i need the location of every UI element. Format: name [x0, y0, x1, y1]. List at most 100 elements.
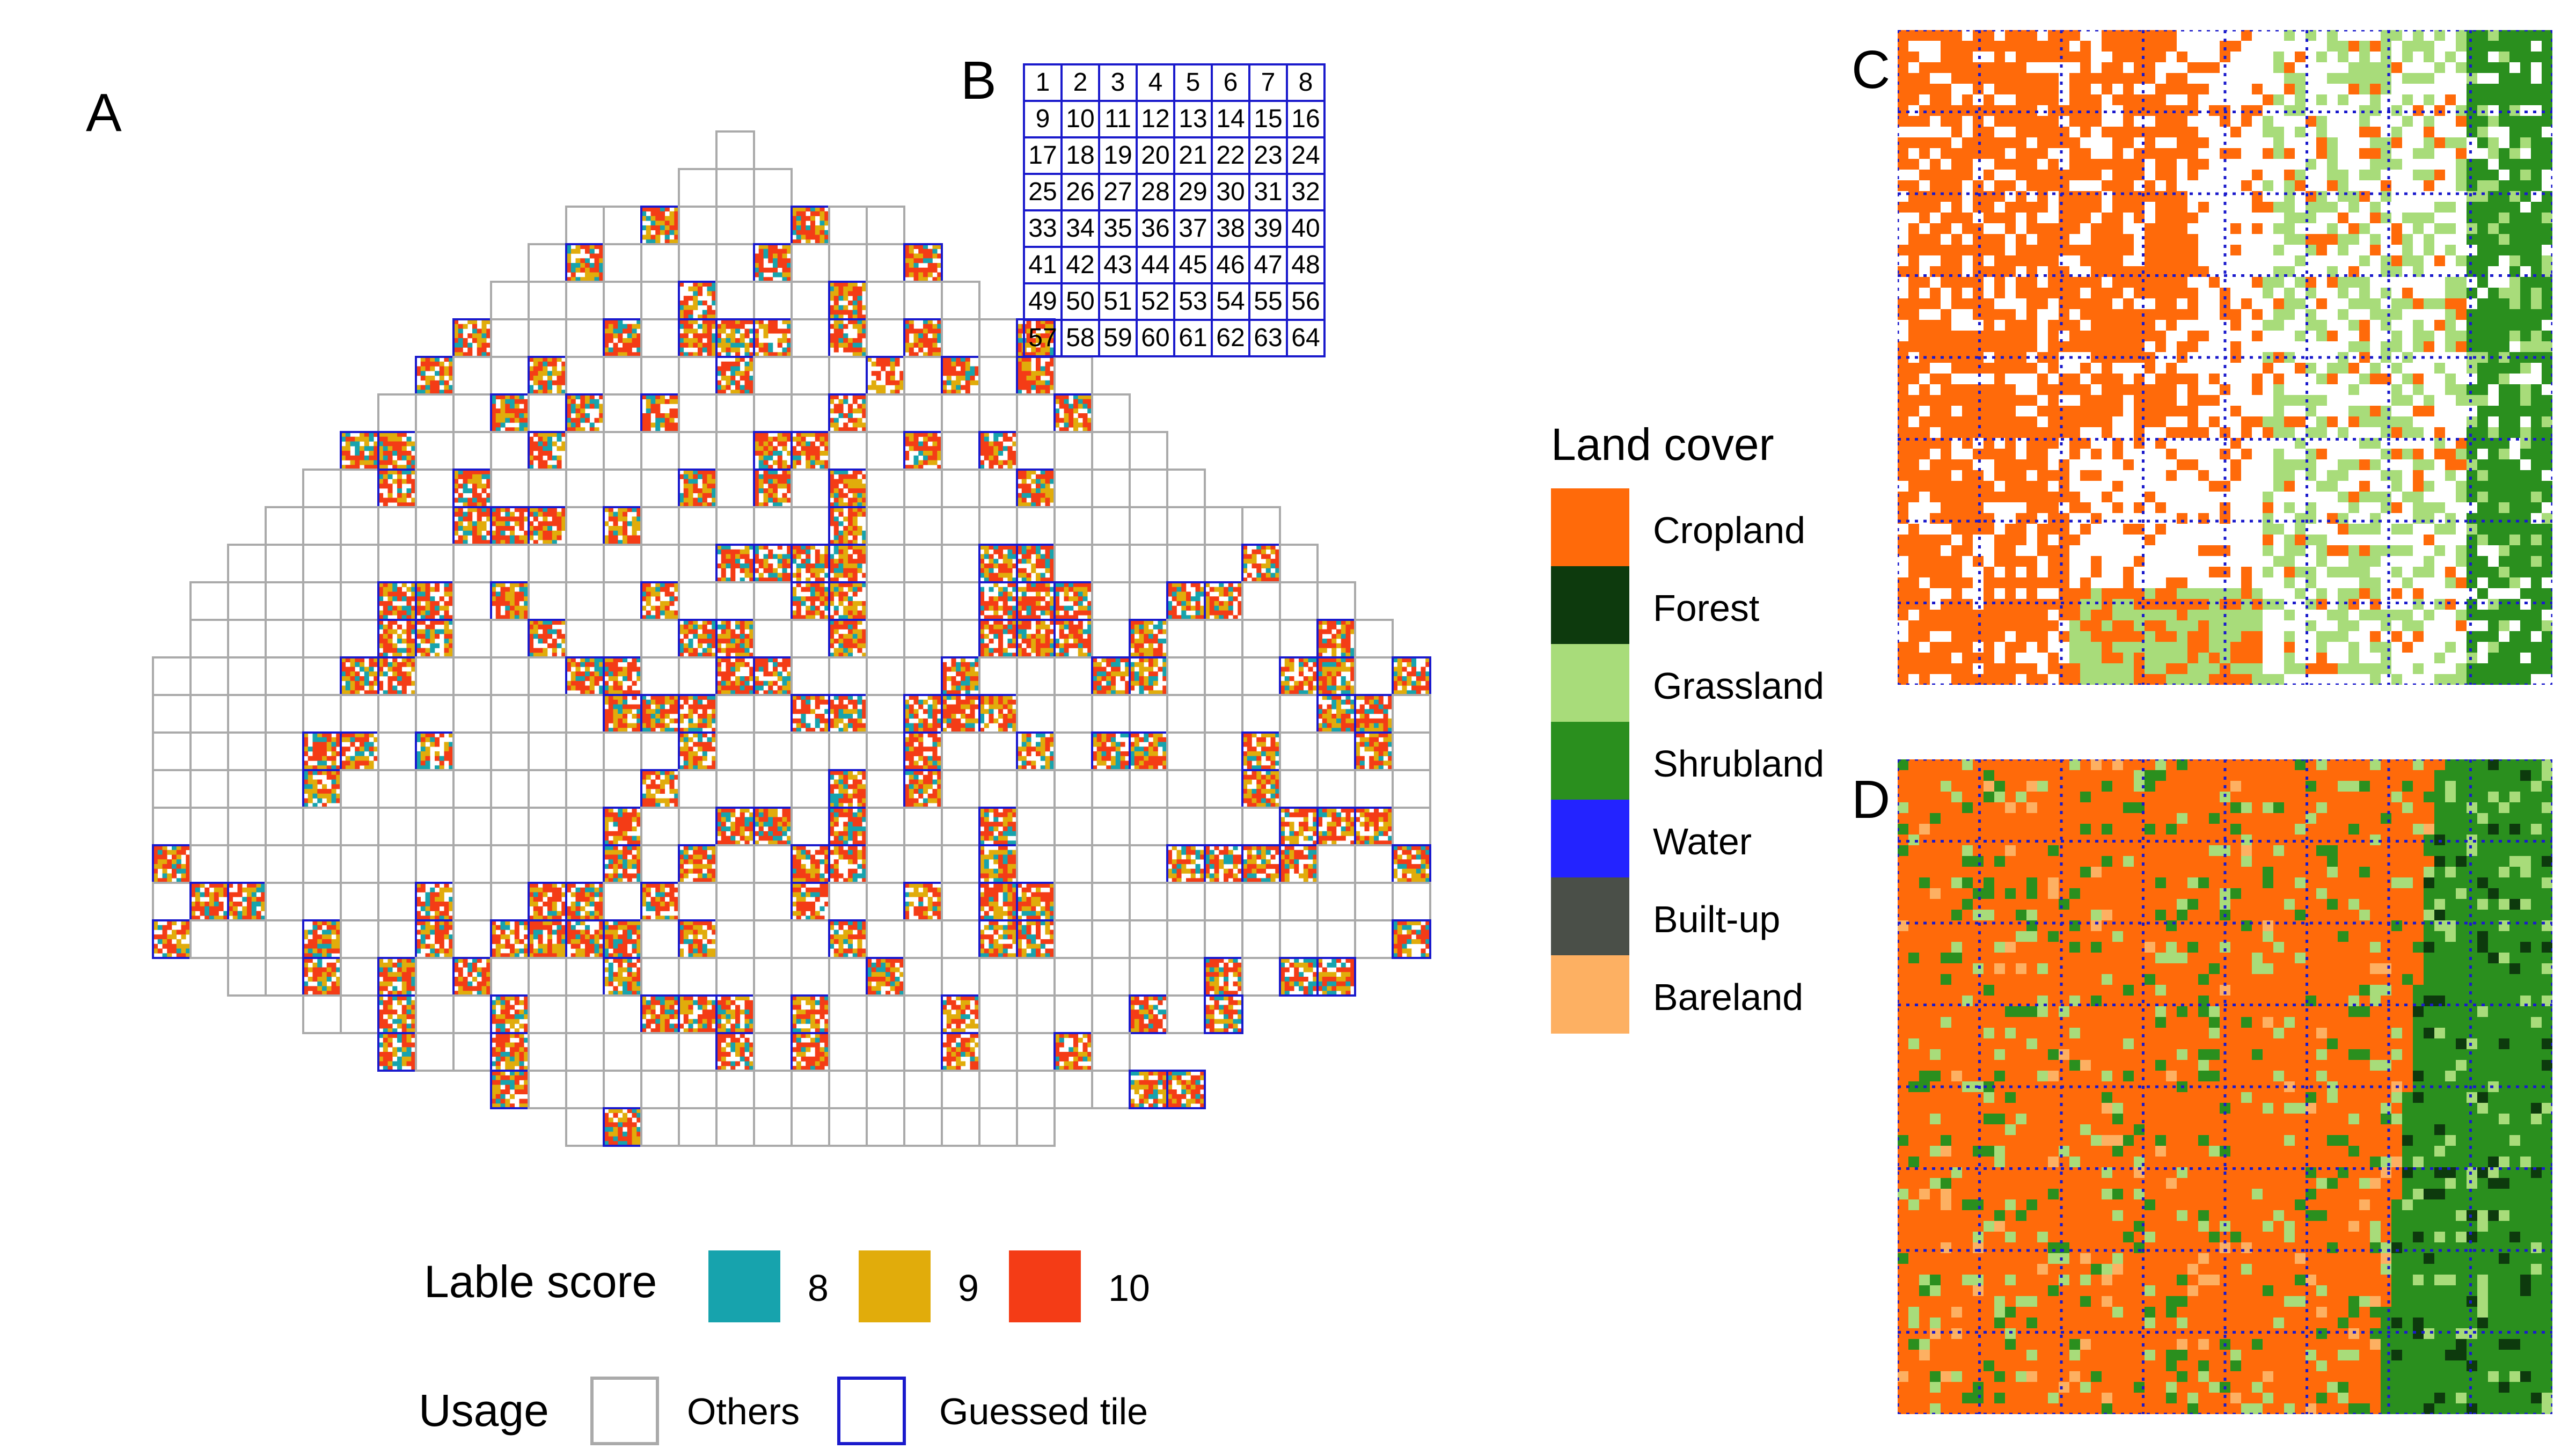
- other-tile: [715, 694, 755, 734]
- other-tile: [715, 581, 755, 621]
- other-tile: [1166, 994, 1206, 1034]
- other-tile: [189, 807, 229, 846]
- other-tile: [565, 206, 605, 245]
- guessed-tile: [941, 1032, 980, 1072]
- other-tile: [152, 807, 192, 846]
- other-tile: [1204, 882, 1243, 921]
- other-tile: [753, 356, 793, 396]
- guessed-tile: [715, 807, 755, 846]
- grid-cell: 48: [1286, 246, 1326, 284]
- other-tile: [640, 731, 680, 771]
- guessed-tile: [1129, 656, 1168, 696]
- other-tile: [791, 957, 830, 997]
- guessed-tile: [828, 393, 868, 433]
- guessed-tile: [1129, 994, 1168, 1034]
- other-tile: [1166, 731, 1206, 771]
- other-tile: [1016, 694, 1056, 734]
- grid-cell: 21: [1173, 136, 1213, 175]
- other-tile: [377, 769, 417, 809]
- grid-cell: 30: [1211, 173, 1250, 211]
- other-tile: [866, 1107, 905, 1147]
- other-tile: [715, 957, 755, 997]
- guessed-tile: [678, 281, 718, 320]
- other-tile: [490, 882, 530, 921]
- other-tile: [227, 844, 267, 884]
- guessed-tile: [828, 544, 868, 583]
- other-tile: [866, 581, 905, 621]
- guessed-tile: [189, 882, 229, 921]
- other-tile: [528, 281, 567, 320]
- other-tile: [978, 656, 1018, 696]
- guessed-tile: [1316, 694, 1356, 734]
- guessed-tile: [978, 882, 1018, 921]
- grid-cell: 40: [1286, 209, 1326, 248]
- other-tile: [828, 206, 868, 245]
- grid-cell: 52: [1136, 282, 1175, 321]
- other-tile: [565, 506, 605, 546]
- guessed-tile: [828, 469, 868, 508]
- land-cover-cells: [1898, 759, 2552, 1414]
- other-tile: [903, 994, 943, 1034]
- other-tile: [565, 957, 605, 997]
- grid-cell: 4: [1136, 63, 1175, 102]
- grid-cell: 49: [1023, 282, 1063, 321]
- other-tile: [866, 1070, 905, 1109]
- guessed-tile: [791, 694, 830, 734]
- other-tile: [828, 243, 868, 283]
- guessed-tile: [415, 581, 455, 621]
- other-tile: [828, 994, 868, 1034]
- other-tile: [903, 506, 943, 546]
- other-tile: [603, 731, 642, 771]
- other-tile: [640, 656, 680, 696]
- other-tile: [753, 694, 793, 734]
- other-tile: [1279, 769, 1319, 809]
- other-tile: [791, 469, 830, 508]
- other-tile: [490, 844, 530, 884]
- other-tile: [941, 882, 980, 921]
- guessed-tile: [903, 731, 943, 771]
- other-tile: [452, 844, 492, 884]
- other-tile: [340, 882, 379, 921]
- other-tile: [1204, 807, 1243, 846]
- score-label: 9: [958, 1267, 979, 1309]
- other-tile: [152, 769, 192, 809]
- other-tile: [941, 844, 980, 884]
- other-tile: [603, 1032, 642, 1072]
- tile-grid-lines: [1898, 759, 2552, 1414]
- guessed-tile: [715, 318, 755, 358]
- other-tile: [1016, 957, 1056, 997]
- other-tile: [678, 544, 718, 583]
- other-tile: [1392, 731, 1431, 771]
- guessed-tile: [1166, 844, 1206, 884]
- other-tile: [866, 506, 905, 546]
- guessed-tile: [1166, 1070, 1206, 1109]
- other-tile: [415, 694, 455, 734]
- other-tile: [490, 694, 530, 734]
- grid-cell: 7: [1248, 63, 1288, 102]
- other-tile: [565, 544, 605, 583]
- other-tile: [1166, 619, 1206, 658]
- other-tile: [1053, 356, 1093, 396]
- other-tile: [452, 994, 492, 1034]
- other-tile: [1129, 807, 1168, 846]
- land-cover-map-d: [1898, 759, 2552, 1414]
- guessed-tile: [903, 318, 943, 358]
- guessed-tile: [452, 506, 492, 546]
- other-tile: [791, 769, 830, 809]
- other-tile: [565, 694, 605, 734]
- other-tile: [791, 318, 830, 358]
- other-tile: [152, 694, 192, 734]
- other-tile: [1053, 731, 1093, 771]
- guessed-tile: [791, 1032, 830, 1072]
- guessed-tile: [978, 431, 1018, 471]
- guessed-tile: [340, 656, 379, 696]
- guessed-tile: [415, 919, 455, 959]
- other-tile: [1354, 844, 1394, 884]
- other-tile: [678, 206, 718, 245]
- other-tile: [1166, 469, 1206, 508]
- other-tile: [603, 431, 642, 471]
- other-tile: [640, 431, 680, 471]
- other-tile: [715, 281, 755, 320]
- other-tile: [903, 844, 943, 884]
- other-tile: [1129, 694, 1168, 734]
